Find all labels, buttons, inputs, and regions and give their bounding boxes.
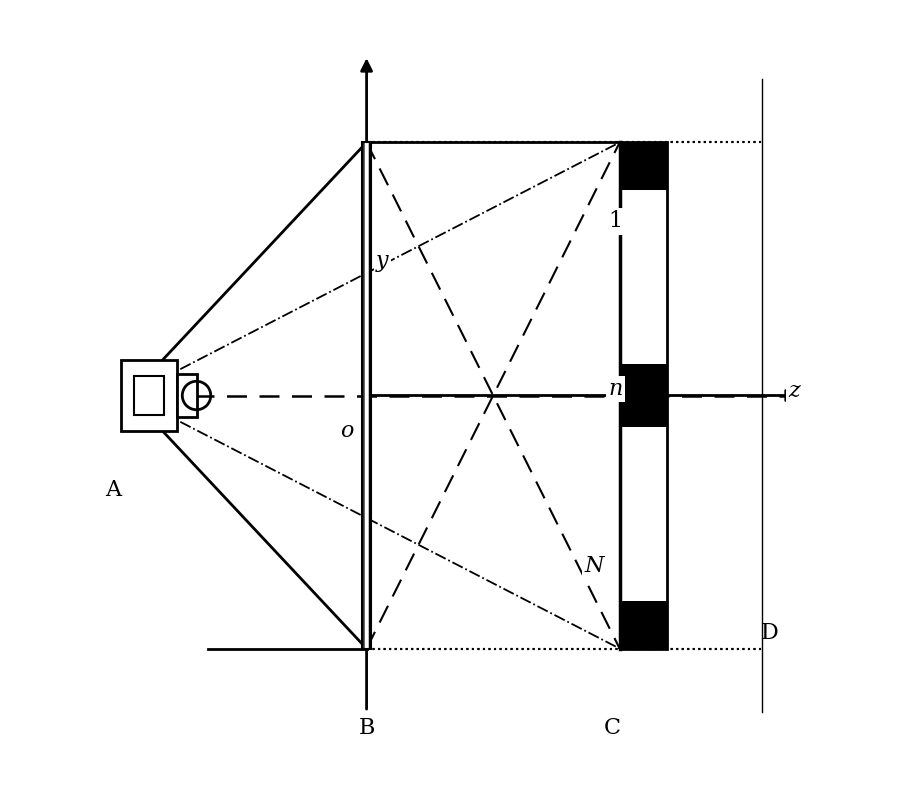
Text: 1: 1 xyxy=(608,210,623,233)
Bar xyxy=(619,601,667,649)
Text: z: z xyxy=(788,380,799,402)
Text: A: A xyxy=(105,479,122,501)
Text: 1: 1 xyxy=(608,210,623,233)
Text: n: n xyxy=(608,378,623,400)
Text: o: o xyxy=(340,420,354,442)
Text: z: z xyxy=(788,380,799,402)
Text: y: y xyxy=(376,250,389,272)
Text: o: o xyxy=(340,420,354,442)
Bar xyxy=(619,364,667,427)
Text: N: N xyxy=(584,554,605,577)
Bar xyxy=(134,376,164,415)
Text: D: D xyxy=(761,622,779,644)
Bar xyxy=(121,360,176,431)
Bar xyxy=(619,142,667,190)
Text: B: B xyxy=(358,717,375,739)
Text: n: n xyxy=(608,378,623,400)
Text: y: y xyxy=(376,250,389,272)
Bar xyxy=(619,142,667,649)
Text: N: N xyxy=(584,554,605,577)
Bar xyxy=(362,142,371,649)
Bar xyxy=(176,374,197,418)
Text: C: C xyxy=(604,717,620,739)
